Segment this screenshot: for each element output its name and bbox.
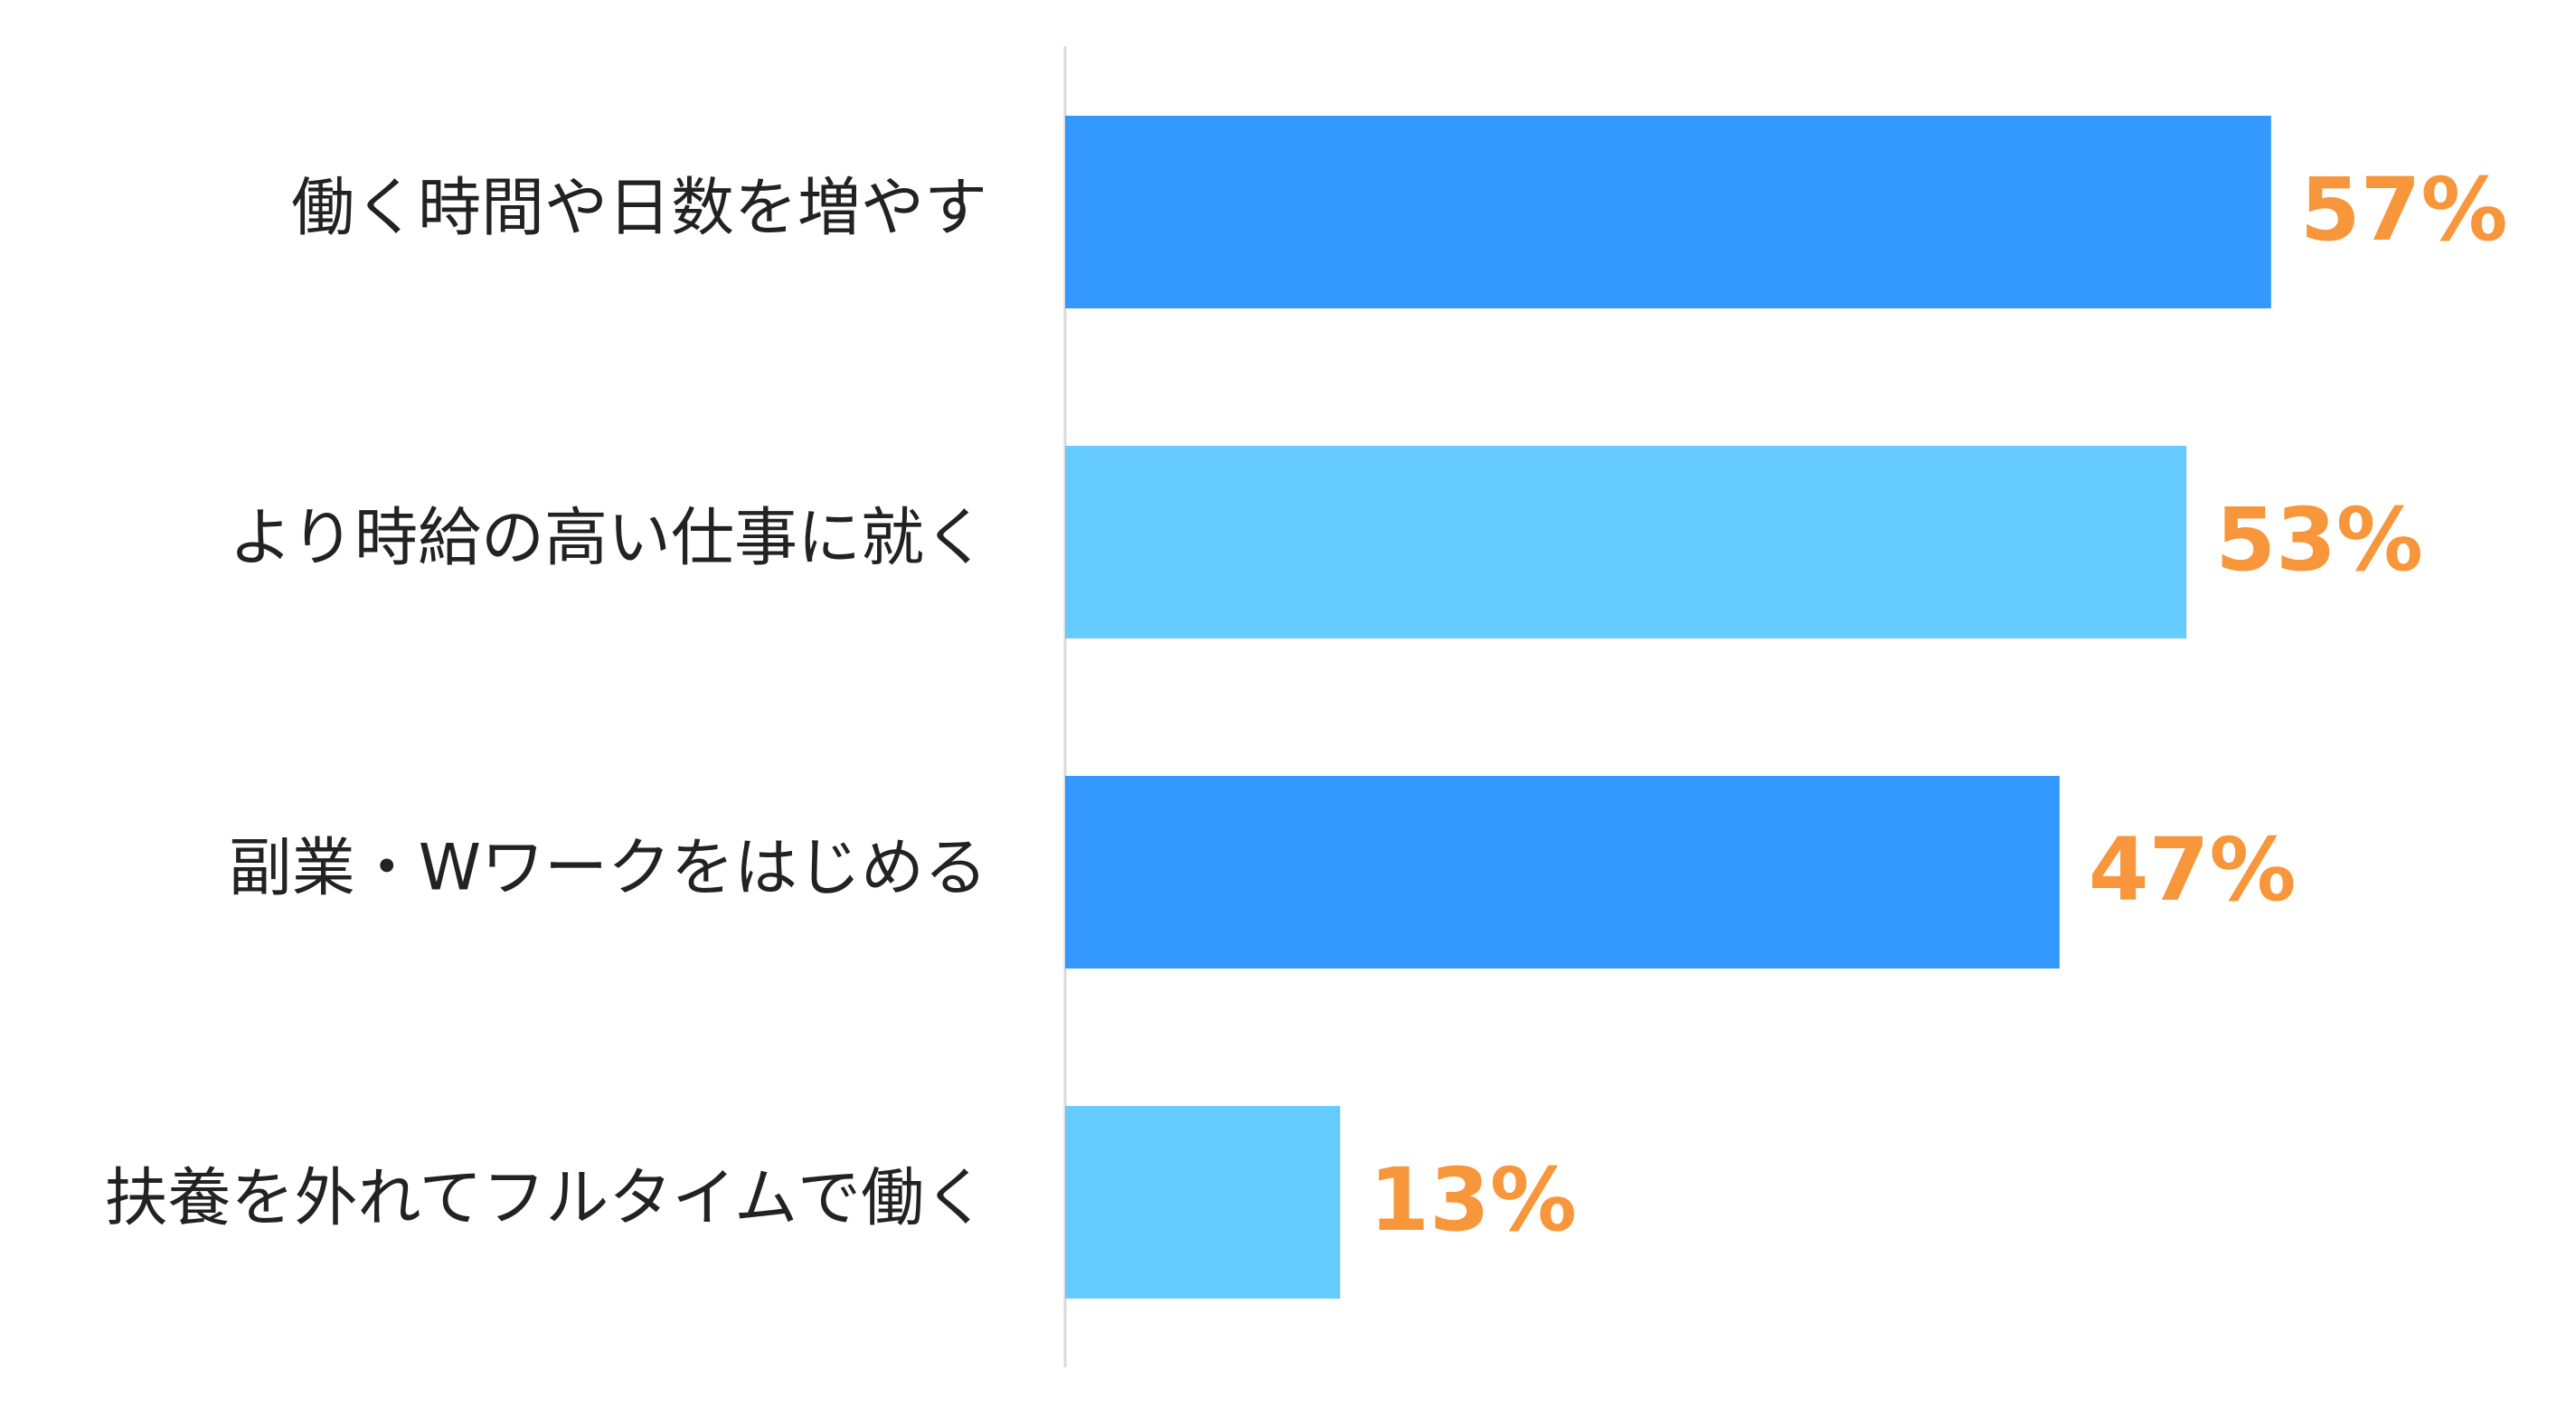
bar (1065, 1106, 1341, 1299)
category-label: 扶養を外れてフルタイムで働く (105, 1161, 988, 1235)
bar (1065, 776, 2060, 969)
category-label: 副業・Wワークをはじめる (229, 831, 987, 905)
value-label: 53% (2215, 489, 2423, 591)
value-label: 13% (1369, 1149, 1577, 1251)
value-label: 47% (2089, 819, 2297, 921)
bar (1065, 446, 2187, 638)
category-label: より時給の高い仕事に就く (229, 501, 987, 575)
bar (1065, 116, 2271, 308)
value-label: 57% (2300, 159, 2508, 260)
category-label: 働く時間や日数を増やす (291, 171, 987, 245)
